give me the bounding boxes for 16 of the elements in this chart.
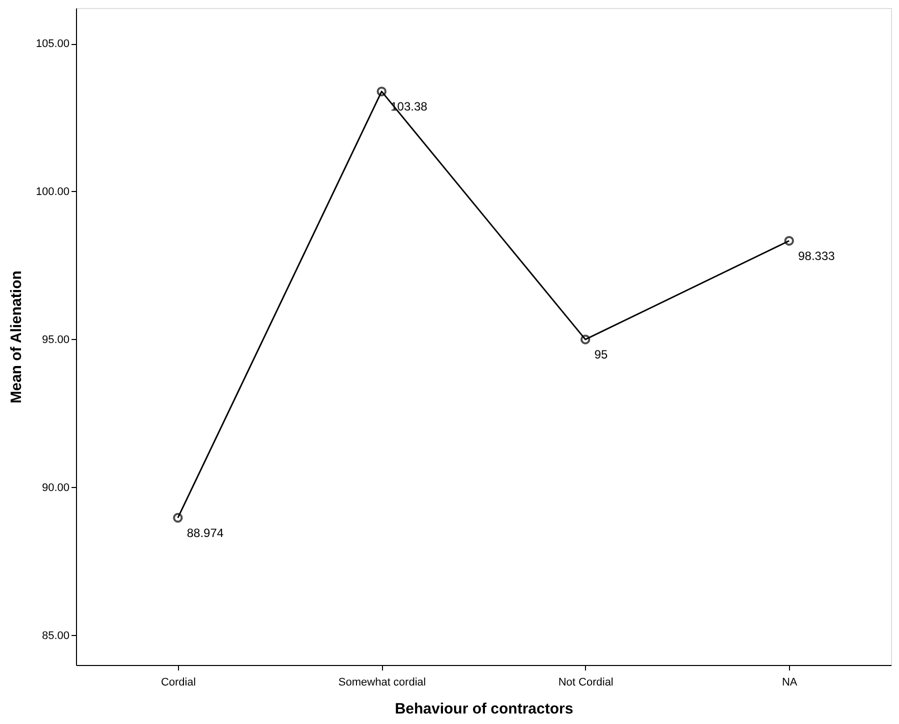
point	[376, 86, 386, 96]
x-tick-label: Cordial	[160, 676, 196, 688]
y-tick-label: 85.00	[42, 630, 70, 642]
y-axis-title: Mean of Alienation	[8, 270, 25, 404]
data-label: 88.974	[186, 526, 224, 540]
data-label: 95	[594, 347, 608, 362]
y-tick-label: 105.00	[36, 38, 70, 50]
point	[580, 334, 590, 344]
y-tick-label: 100.00	[36, 186, 70, 198]
data-label: 98.333	[798, 248, 836, 263]
y-tick-label: 95.00	[42, 334, 70, 346]
x-tick-label: NA	[782, 676, 798, 688]
y-tick-label: 90.00	[42, 482, 70, 494]
x-tick-label: Not Cordial	[558, 676, 614, 688]
x-tick-label: Somewhat cordial	[338, 676, 426, 688]
x-axis-title: Behaviour of contractors	[394, 700, 574, 718]
